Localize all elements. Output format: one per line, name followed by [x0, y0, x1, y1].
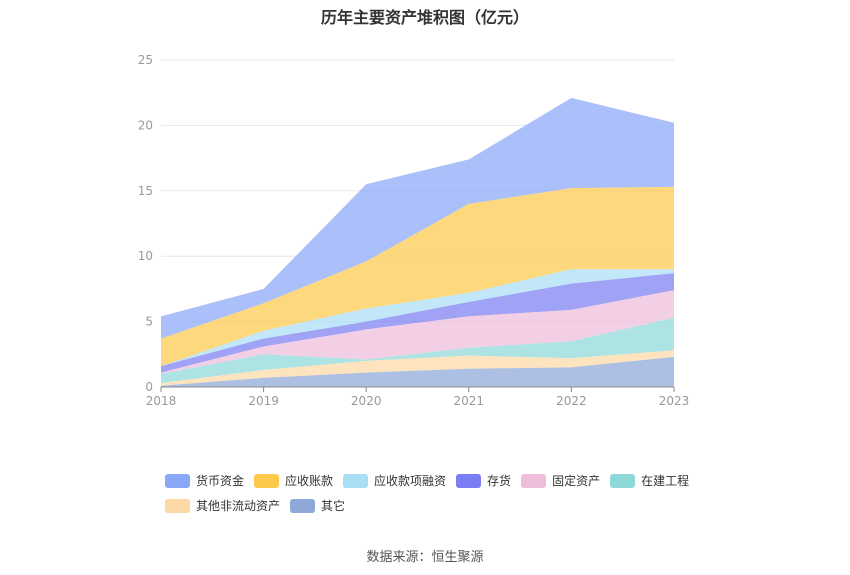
x-tick-label: 2019 [248, 394, 279, 408]
source-text: 数据来源：恒生聚源 [366, 550, 484, 565]
area-其他非流动资产 [161, 350, 674, 386]
legend-item[interactable]: 应收账款 [254, 472, 333, 489]
chart-title: 历年主要资产堆积图（亿元） [320, 8, 529, 27]
legend-label: 其它 [321, 499, 346, 513]
legend-swatch [343, 473, 369, 488]
area-其它 [161, 356, 674, 387]
legend-swatch [165, 473, 190, 488]
legend-label: 应收款项融资 [374, 474, 447, 488]
area-货币资金 [161, 97, 674, 339]
x-tick-label: 2022 [556, 394, 587, 408]
legend-item[interactable]: 其他非流动资产 [165, 497, 280, 514]
y-tick-label: 25 [138, 53, 153, 67]
area-存货 [161, 273, 674, 373]
legend-swatch [290, 498, 316, 513]
area-固定资产 [161, 290, 674, 374]
y-tick-label: 15 [138, 184, 153, 198]
legend-swatch [521, 473, 547, 488]
axes: 0 5 10 15 20 25 2018 2019 2020 2021 2022 2023 [138, 53, 690, 408]
legend: 货币资金 应收账款 应收款项融资 存货 固定资产 在建工程其他非流动资产 其它 [165, 472, 725, 522]
area-应收账款 [161, 186, 674, 367]
legend-label: 固定资产 [552, 474, 601, 488]
legend-swatch [610, 473, 636, 488]
legend-item[interactable]: 其它 [290, 497, 345, 514]
y-tick-label: 0 [145, 380, 153, 394]
y-tick-label: 20 [138, 118, 153, 132]
area-在建工程 [161, 317, 674, 384]
legend-label: 应收账款 [285, 474, 334, 488]
legend-swatch [165, 498, 190, 513]
legend-swatch [254, 473, 280, 488]
legend-label: 存货 [487, 474, 512, 488]
series-areas [161, 97, 674, 387]
legend-label: 其他非流动资产 [196, 499, 281, 513]
legend-item[interactable]: 存货 [456, 472, 511, 489]
legend-label: 在建工程 [641, 474, 690, 488]
legend-swatch [456, 473, 482, 488]
y-tick-label: 10 [138, 249, 153, 263]
y-tick-label: 5 [145, 315, 153, 329]
x-tick-label: 2018 [146, 394, 177, 408]
x-tick-label: 2023 [659, 394, 690, 408]
legend-label: 货币资金 [196, 474, 245, 488]
legend-item[interactable]: 在建工程 [610, 472, 689, 489]
legend-item[interactable]: 固定资产 [521, 472, 600, 489]
x-tick-label: 2020 [351, 394, 382, 408]
legend-item[interactable]: 应收款项融资 [343, 472, 446, 489]
legend-item[interactable]: 货币资金 [165, 472, 244, 489]
x-tick-label: 2021 [454, 394, 485, 408]
